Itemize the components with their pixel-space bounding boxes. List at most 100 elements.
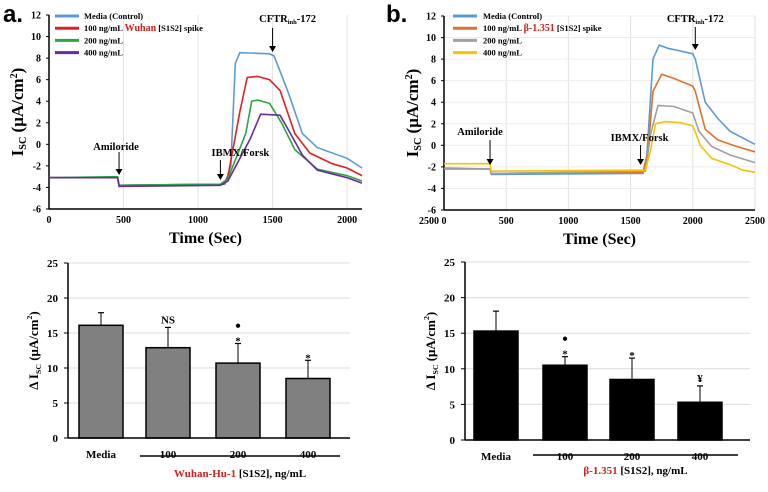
- y-tick-label: 25: [47, 258, 59, 270]
- x-tick-label: 1500: [263, 215, 283, 226]
- annotation-label: CFTRinh-172: [259, 14, 316, 26]
- y-label-subscript: SC: [431, 364, 440, 374]
- annotation-label: IBMX/Forsk: [611, 133, 669, 144]
- y-label-subscript: SC: [18, 137, 29, 150]
- bar-chart-b: 0 5 10 15 20 25 Δ ISC (μA/cm2) Media 100 * ● 200 * 40…: [422, 257, 750, 477]
- series-line: [49, 113, 363, 188]
- y-label-main: Δ I: [26, 374, 41, 390]
- y-label-subscript: SC: [34, 364, 43, 374]
- y-tick-label: 2: [431, 119, 436, 130]
- legend-entry: 100 ng/mL Wuhan [S1S2] spike: [84, 23, 203, 34]
- y-label-close: ): [26, 311, 41, 315]
- legend-text: 100 ng/mL: [84, 23, 125, 33]
- panel-label: a.: [3, 1, 23, 28]
- group-label-text: [S1S2], ng/mL: [618, 465, 688, 477]
- x-tick-label: 2000: [337, 215, 357, 226]
- annotation-text: Amiloride: [457, 127, 503, 138]
- bar: [542, 364, 588, 441]
- y-label-unit: (μA/cm: [26, 319, 41, 364]
- x-tick-label: 100: [160, 449, 177, 461]
- x-tick-label: 500: [116, 215, 131, 226]
- arrow-head: [637, 159, 645, 165]
- y-tick-label: 6: [36, 75, 41, 86]
- x-tick-label: 500: [499, 216, 514, 227]
- legend-text: 200 ng/mL: [483, 35, 522, 45]
- significance-mark: ●: [235, 321, 241, 332]
- bar: [78, 324, 124, 439]
- y-label-close: ): [8, 68, 27, 74]
- significance-mark: ●: [562, 334, 568, 345]
- annotation-sub: inh: [695, 19, 704, 26]
- bar: [609, 378, 655, 441]
- y-label-subscript: SC: [413, 138, 424, 151]
- y-label-unit: (μA/cm: [8, 78, 27, 136]
- y-tick-label: -6: [33, 205, 41, 216]
- y-tick-label: -2: [428, 162, 436, 173]
- y-tick-label: 8: [431, 55, 436, 66]
- y-label-close: ): [423, 312, 438, 316]
- line-chart-b: b.0 500 1000 1500 2000 2500-6-4-2024681012250…: [386, 1, 765, 248]
- legend-entry: 100 ng/mL β-1.351 [S1S2] spike: [483, 23, 602, 34]
- y-label-unit: (μA/cm: [423, 320, 438, 365]
- series-line: [444, 120, 756, 174]
- bar: [473, 330, 519, 441]
- y-tick-label: 6: [431, 76, 436, 87]
- bar: [285, 377, 331, 439]
- y-axis-label: Δ ISC (μA/cm2): [422, 312, 440, 391]
- y-tick-label: 20: [444, 293, 456, 305]
- x-tick-label: 2500: [745, 216, 765, 227]
- significance-mark: *: [235, 336, 241, 348]
- y-tick-label: 10: [47, 363, 59, 375]
- panel-label: b.: [386, 1, 407, 28]
- group-label: β-1.351 [S1S2], ng/mL: [583, 465, 687, 477]
- y-tick-label: 10: [444, 364, 456, 376]
- y-label-close: ): [403, 69, 422, 75]
- y-label-main: I: [8, 149, 27, 156]
- y-tick-label: 20: [47, 293, 59, 305]
- annotation-text: CFTR: [667, 14, 696, 25]
- annotation-post: -172: [704, 14, 723, 25]
- significance-mark: *: [629, 350, 635, 362]
- x-tick-label: 200: [624, 451, 641, 463]
- legend-text: 100 ng/mL: [483, 23, 524, 33]
- legend-text: [S1S2] spike: [555, 23, 602, 33]
- group-label-highlight: Wuhan-Hu-1: [174, 468, 236, 480]
- y-tick-label: 0: [450, 435, 456, 447]
- bar: [145, 346, 191, 439]
- y-tick-label: 8: [36, 54, 41, 65]
- bar-chart-a: 0 5 10 15 20 25 Δ ISC (μA/cm2) Media 100 NS 200 * ● 4…: [25, 258, 350, 480]
- y-label-unit: (μA/cm: [403, 79, 422, 137]
- legend-text: 400 ng/mL: [483, 48, 522, 58]
- legend-entry: 400 ng/mL: [483, 48, 522, 58]
- legend-entry: 200 ng/mL: [84, 35, 123, 45]
- arrow-head: [269, 46, 277, 52]
- line-chart-a: a. 0 500 1000 1500 2000 -6 -4 -2 0 2 4 6 8 10 12 Time (S…: [3, 1, 363, 247]
- significance-mark: *: [562, 349, 568, 361]
- annotation-text: IBMX/Forsk: [212, 148, 270, 159]
- annotation-label: Amiloride: [457, 127, 503, 138]
- y-label-superscript: 2: [422, 316, 431, 320]
- x-tick-label: Media: [481, 451, 511, 463]
- y-axis-label: ISC (μA/cm2): [403, 69, 424, 158]
- legend-text: 400 ng/mL: [84, 48, 123, 58]
- y-label-superscript: 2: [25, 315, 34, 319]
- y-axis-label: Δ ISC (μA/cm2): [25, 311, 43, 390]
- annotation-label: CFTRinh-172: [667, 14, 724, 26]
- y-label-superscript: 2: [404, 74, 415, 79]
- x-tick-label-extra: 2500: [419, 216, 439, 227]
- significance-mark: *: [305, 352, 311, 364]
- annotation-text: Amiloride: [93, 142, 139, 153]
- group-label: Wuhan-Hu-1 [S1S2], ng/mL: [174, 468, 306, 480]
- y-tick-label: 12: [426, 12, 436, 23]
- group-label-text: [S1S2], ng/mL: [236, 468, 306, 480]
- y-tick-label: 25: [444, 257, 456, 269]
- y-tick-label: 4: [431, 98, 436, 109]
- group-label-highlight: β-1.351: [583, 465, 617, 477]
- y-tick-label: 0: [431, 141, 436, 152]
- annotation-label: Amiloride: [93, 142, 139, 153]
- x-tick-label: 100: [557, 451, 574, 463]
- x-tick-label: 0: [47, 215, 52, 226]
- y-tick-label: -2: [33, 161, 41, 172]
- significance-mark: ¥: [697, 373, 703, 385]
- x-tick-label: 200: [230, 449, 247, 461]
